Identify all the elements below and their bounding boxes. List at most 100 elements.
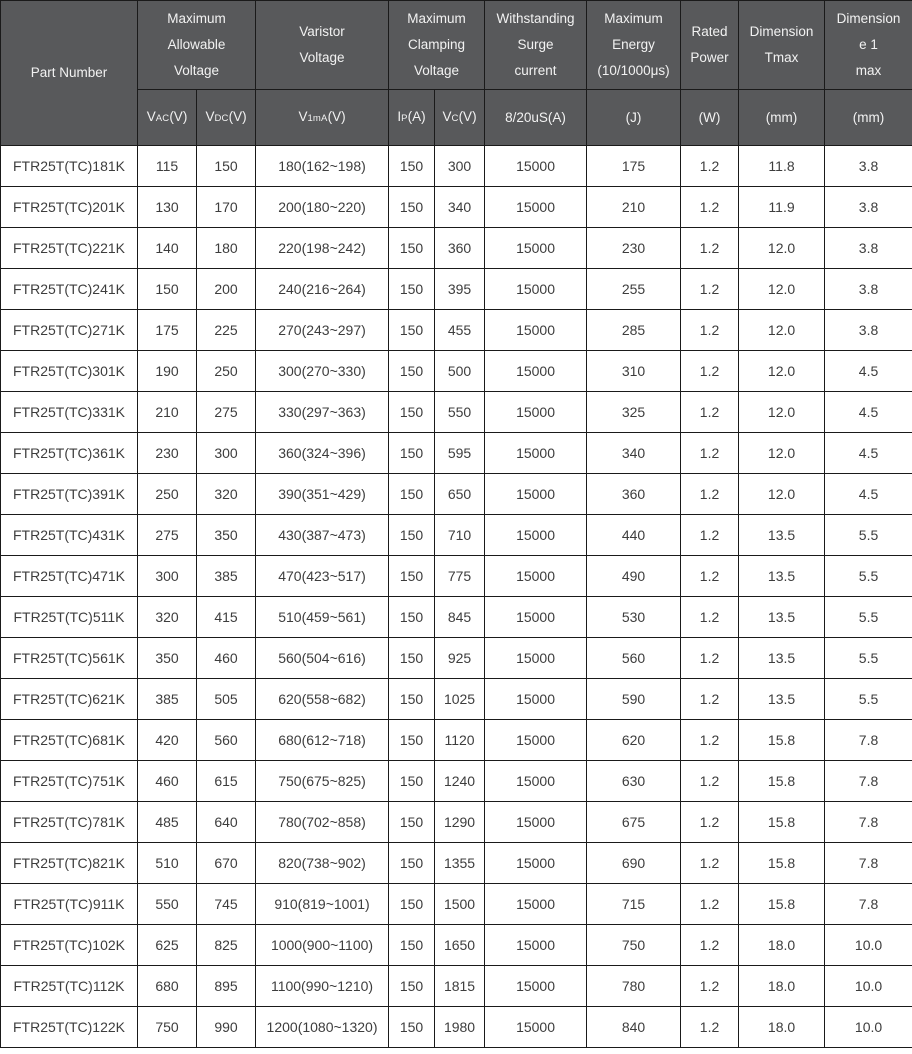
- value-cell: 640: [195, 801, 257, 843]
- value-cell: 1.2: [680, 227, 740, 269]
- value-cell: 1.2: [680, 596, 740, 638]
- value-cell: 15000: [484, 596, 588, 638]
- value-cell: 15000: [484, 719, 588, 761]
- col-power-unit-label: (W): [680, 89, 740, 146]
- col-dimension-tmax-header: Dimension Tmax: [738, 0, 826, 90]
- part-number-cell: FTR25T(TC)621K: [0, 678, 138, 720]
- value-cell: 620: [586, 719, 682, 761]
- value-cell: 190: [137, 350, 197, 392]
- value-cell: 460: [137, 760, 197, 802]
- table-row: FTR25T(TC)221K 140 180 220(198~242) 150 360 15…: [0, 227, 912, 269]
- col-vc-label: VC(V): [434, 89, 486, 146]
- value-cell: 420: [137, 719, 197, 761]
- value-cell: 360: [434, 227, 486, 269]
- part-number-cell: FTR25T(TC)331K: [0, 391, 138, 433]
- table-row: FTR25T(TC)181K 115 150 180(162~198) 150 300 15…: [0, 145, 912, 187]
- value-cell: 595: [434, 432, 486, 474]
- value-cell: 15000: [484, 186, 588, 228]
- table-row: FTR25T(TC)751K 460 615 750(675~825) 150 1240 1…: [0, 760, 912, 802]
- value-cell: 15000: [484, 227, 588, 269]
- table-row: FTR25T(TC)621K 385 505 620(558~682) 150 1025 1…: [0, 678, 912, 720]
- value-cell: 910(819~1001): [255, 883, 390, 925]
- col-part-number-header: Part Number: [0, 0, 138, 146]
- value-cell: 4.5: [824, 350, 912, 392]
- value-cell: 15.8: [738, 883, 826, 925]
- value-cell: 175: [586, 145, 682, 187]
- value-cell: 670: [195, 842, 257, 884]
- col-max-allowable-voltage-header: Maximum Allowable Voltage: [136, 0, 257, 90]
- value-cell: 180: [195, 227, 257, 269]
- value-cell: 150: [388, 965, 436, 1007]
- value-cell: 300: [434, 145, 486, 187]
- value-cell: 1355: [434, 842, 486, 884]
- value-cell: 780(702~858): [255, 801, 390, 843]
- value-cell: 455: [434, 309, 486, 351]
- value-cell: 15000: [484, 637, 588, 679]
- table-row: FTR25T(TC)821K 510 670 820(738~902) 150 1355 1…: [0, 842, 912, 884]
- value-cell: 10.0: [824, 1006, 912, 1048]
- col-rated-power-header: Rated Power: [680, 0, 740, 90]
- value-cell: 5.5: [824, 637, 912, 679]
- table-row: FTR25T(TC)511K 320 415 510(459~561) 150 845 15…: [0, 596, 912, 638]
- col-vdc-label: VDC(V): [195, 89, 257, 146]
- value-cell: 750(675~825): [255, 760, 390, 802]
- value-cell: 240(216~264): [255, 268, 390, 310]
- value-cell: 1.2: [680, 473, 740, 515]
- value-cell: 15000: [484, 965, 588, 1007]
- value-cell: 12.0: [738, 268, 826, 310]
- value-cell: 115: [137, 145, 197, 187]
- value-cell: 150: [388, 555, 436, 597]
- value-cell: 560: [195, 719, 257, 761]
- value-cell: 4.5: [824, 473, 912, 515]
- value-cell: 550: [137, 883, 197, 925]
- table-row: FTR25T(TC)911K 550 745 910(819~1001) 150 1500…: [0, 883, 912, 925]
- value-cell: 625: [137, 924, 197, 966]
- table-row: FTR25T(TC)301K 190 250 300(270~330) 150 500 15…: [0, 350, 912, 392]
- value-cell: 1.2: [680, 391, 740, 433]
- value-cell: 7.8: [824, 719, 912, 761]
- value-cell: 18.0: [738, 965, 826, 1007]
- value-cell: 1025: [434, 678, 486, 720]
- value-cell: 230: [137, 432, 197, 474]
- value-cell: 415: [195, 596, 257, 638]
- value-cell: 150: [388, 801, 436, 843]
- value-cell: 4.5: [824, 391, 912, 433]
- value-cell: 1200(1080~1320): [255, 1006, 390, 1048]
- table-row: FTR25T(TC)561K 350 460 560(504~616) 150 925 15…: [0, 637, 912, 679]
- col-energy-unit-label: (J): [586, 89, 682, 146]
- value-cell: 12.0: [738, 309, 826, 351]
- value-cell: 615: [195, 760, 257, 802]
- value-cell: 15000: [484, 760, 588, 802]
- value-cell: 3.8: [824, 186, 912, 228]
- value-cell: 330(297~363): [255, 391, 390, 433]
- value-cell: 15000: [484, 268, 588, 310]
- value-cell: 820(738~902): [255, 842, 390, 884]
- value-cell: 150: [388, 268, 436, 310]
- value-cell: 845: [434, 596, 486, 638]
- value-cell: 395: [434, 268, 486, 310]
- table-body: FTR25T(TC)181K 115 150 180(162~198) 150 300 15…: [0, 145, 912, 1048]
- value-cell: 15000: [484, 555, 588, 597]
- value-cell: 12.0: [738, 350, 826, 392]
- value-cell: 270(243~297): [255, 309, 390, 351]
- value-cell: 350: [137, 637, 197, 679]
- value-cell: 1.2: [680, 1006, 740, 1048]
- value-cell: 680(612~718): [255, 719, 390, 761]
- value-cell: 150: [388, 678, 436, 720]
- value-cell: 1.2: [680, 760, 740, 802]
- value-cell: 825: [195, 924, 257, 966]
- value-cell: 150: [388, 309, 436, 351]
- value-cell: 1.2: [680, 883, 740, 925]
- table-row: FTR25T(TC)122K 750 990 1200(1080~1320) 150 19…: [0, 1006, 912, 1048]
- value-cell: 150: [388, 760, 436, 802]
- value-cell: 360: [586, 473, 682, 515]
- part-number-cell: FTR25T(TC)241K: [0, 268, 138, 310]
- value-cell: 7.8: [824, 760, 912, 802]
- value-cell: 1815: [434, 965, 486, 1007]
- value-cell: 15000: [484, 514, 588, 556]
- part-number-cell: FTR25T(TC)681K: [0, 719, 138, 761]
- value-cell: 175: [137, 309, 197, 351]
- col-tmax-unit-label: (mm): [738, 89, 826, 146]
- value-cell: 3.8: [824, 145, 912, 187]
